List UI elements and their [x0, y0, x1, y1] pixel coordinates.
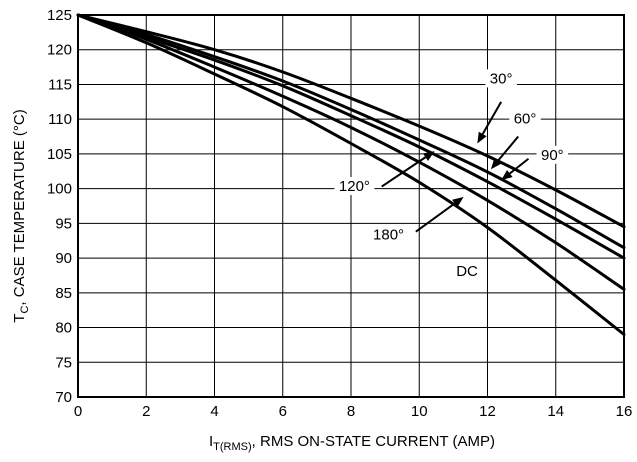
x-tick-label: 8 — [347, 403, 355, 420]
x-tick-label: 12 — [479, 403, 496, 420]
x-axis-label: IT(RMS), RMS ON-STATE CURRENT (AMP) — [209, 433, 495, 453]
y-tick-label: 75 — [55, 354, 72, 371]
annotation-label-180: 180° — [373, 227, 404, 244]
y-tick-label: 110 — [48, 111, 72, 128]
arrow-120 — [381, 156, 427, 188]
series-line-90 — [76, 13, 626, 260]
y-tick-label: 95 — [55, 215, 72, 232]
annotation-bg-dc — [455, 261, 479, 280]
arrow-30 — [481, 101, 503, 135]
plot-frame — [77, 14, 625, 398]
x-tick-label: 2 — [142, 403, 150, 420]
annotation-bg-120 — [334, 177, 375, 196]
arrowhead-90 — [501, 170, 513, 181]
x-tick-label: 4 — [210, 403, 218, 420]
y-tick-label: 100 — [47, 181, 72, 198]
y-tick-label: 105 — [47, 146, 72, 163]
series-line-60 — [76, 13, 626, 250]
y-tick-label: 115 — [48, 76, 72, 93]
x-tick-label: 6 — [279, 403, 287, 420]
annotation-label-dc: DC — [456, 263, 478, 280]
chart-annotations: 30° 60° 90° 120° 180° DC — [334, 69, 569, 280]
y-tick-label: 90 — [55, 250, 72, 267]
y-axis-label: TC, CASE TEMPERATURE (°C) — [11, 109, 31, 322]
arrow-60 — [497, 135, 519, 162]
y-tick-label: 70 — [55, 389, 72, 406]
series-line-30 — [76, 13, 626, 229]
arrowhead-30 — [477, 131, 487, 144]
x-tick-label: 14 — [547, 403, 564, 420]
annotation-bg-90 — [536, 145, 569, 164]
annotation-label-90: 90° — [541, 147, 564, 164]
arrowhead-60 — [490, 157, 502, 170]
chart-tick-labels: 0 2 4 6 8 10 12 14 16 70 75 80 85 90 95 100 105 110 115 120… — [47, 7, 632, 420]
annotation-bg-180 — [368, 225, 409, 244]
x-tick-label: 16 — [616, 403, 633, 420]
arrowhead-180 — [452, 197, 464, 208]
annotation-bg-30 — [485, 69, 517, 88]
series-line-180 — [76, 13, 626, 336]
y-tick-label: 85 — [55, 285, 72, 302]
y-tick-label: 120 — [47, 42, 72, 59]
annotation-bg-60 — [509, 109, 541, 128]
chart-axis-labels: IT(RMS), RMS ON-STATE CURRENT (AMP) TC, … — [11, 109, 495, 453]
x-tick-label: 10 — [411, 403, 428, 420]
y-tick-label: 80 — [55, 320, 72, 337]
chart-series — [76, 13, 626, 336]
annotation-label-60: 60° — [514, 111, 537, 128]
arrow-90 — [509, 157, 530, 175]
y-tick-label: 125 — [47, 7, 72, 24]
series-line-120 — [76, 13, 626, 291]
annotation-label-120: 120° — [339, 178, 370, 195]
arrow-180 — [415, 202, 456, 233]
annotation-label-30: 30° — [490, 70, 513, 87]
arrowhead-120 — [423, 151, 435, 161]
x-tick-label: 0 — [74, 403, 82, 420]
chart-grid — [77, 14, 625, 398]
